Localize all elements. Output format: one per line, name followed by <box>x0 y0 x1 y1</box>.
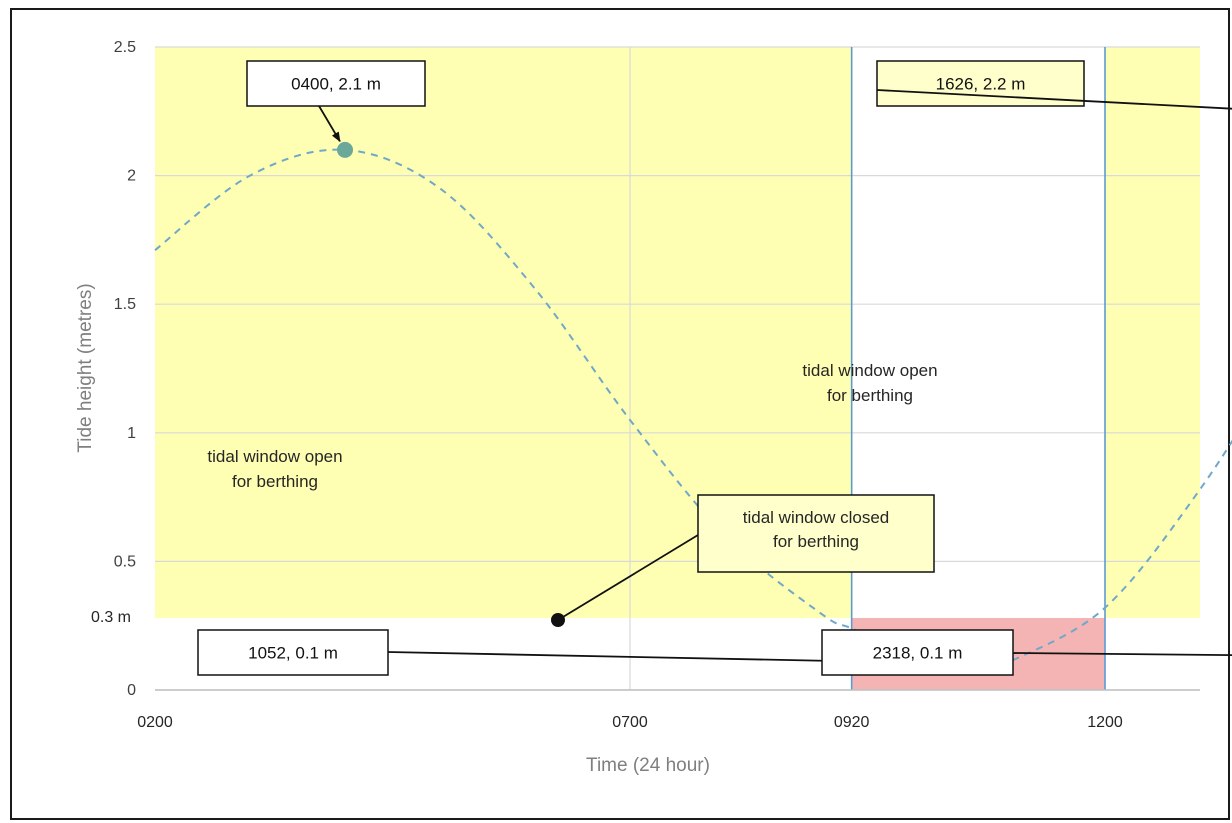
closed-window-label-line-1: for berthing <box>773 532 859 551</box>
y-tick-label-5: 2.5 <box>114 39 136 56</box>
closed-window-callout-box <box>697 494 935 573</box>
x-tick-label-2: 0920 <box>834 714 870 731</box>
threshold-label: 0.3 m <box>91 609 131 626</box>
x-axis-title: Time (24 hour) <box>586 755 710 776</box>
callout-arrow-1626 <box>876 89 1232 110</box>
y-tick-label-0: 0 <box>127 682 136 699</box>
y-tick-label-3: 1.5 <box>114 296 136 313</box>
region-label-1-line-0: tidal window open <box>802 361 937 380</box>
callout-label-0400: 0400, 2.1 m <box>291 75 381 94</box>
region-1 <box>1105 47 1200 618</box>
y-tick-label-2: 1 <box>127 425 136 442</box>
closed-window-callout-arrow <box>557 534 699 621</box>
region-label-0-line-0: tidal window open <box>207 447 342 466</box>
tide-curve-line <box>154 148 1232 669</box>
region-label-0-line-1: for berthing <box>232 472 318 491</box>
callout-arrow-0400 <box>318 105 341 143</box>
callout-box-1052 <box>197 629 389 676</box>
callout-label-2318: 2318, 0.1 m <box>873 644 963 663</box>
x-tick-label-0: 0200 <box>137 714 173 731</box>
callout-box-2318 <box>821 629 1014 676</box>
y-tick-label-1: 0.5 <box>114 553 136 570</box>
closed-window-label-line-0: tidal window closed <box>743 508 889 527</box>
callout-label-1626: 1626, 2.2 m <box>936 75 1026 94</box>
data-point-0400 <box>337 141 353 158</box>
closed-window-callout-dot <box>551 613 565 627</box>
x-tick-label-3: 1200 <box>1087 714 1123 731</box>
callout-label-1052: 1052, 0.1 m <box>248 644 338 663</box>
x-tick-label-1: 0700 <box>612 714 648 731</box>
callout-box-0400 <box>246 60 426 107</box>
region-label-1-line-1: for berthing <box>827 386 913 405</box>
y-axis-title: Tide height (metres) <box>75 283 96 452</box>
callout-arrow-2318 <box>1012 652 1232 657</box>
y-tick-label-4: 2 <box>127 168 136 185</box>
